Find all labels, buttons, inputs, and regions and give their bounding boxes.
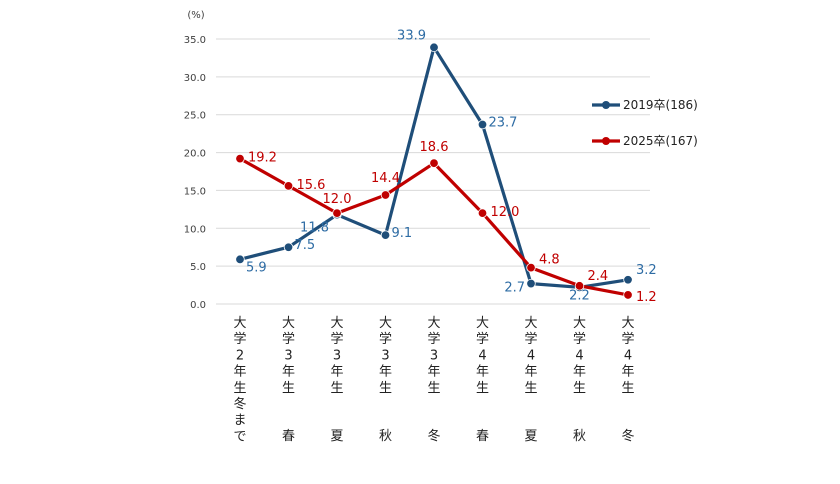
data-label: 11.8: [300, 221, 329, 236]
data-point: [623, 290, 633, 300]
x-tick-text: 大学 3 年生夏: [330, 316, 343, 444]
legend-label: 2019卒(186): [623, 98, 698, 112]
y-axis-unit-label: (%): [187, 10, 204, 21]
y-tick-label: 35.0: [184, 35, 206, 46]
data-label: 2.2: [569, 288, 590, 303]
data-point: [623, 275, 633, 285]
data-point: [283, 181, 294, 191]
x-tick-label: 大学 4 年生秋: [573, 316, 586, 444]
x-tick-text: 大学 3 年生春: [282, 316, 295, 444]
x-tick-label: 大学 4 年生春: [476, 316, 489, 444]
data-label: 2.4: [588, 269, 609, 284]
data-label: 7.5: [295, 238, 316, 253]
y-tick-label: 25.0: [184, 111, 206, 122]
data-label: 12.0: [491, 205, 520, 220]
data-point: [332, 208, 342, 218]
y-tick-label: 20.0: [184, 149, 206, 160]
series-layer: [235, 42, 633, 300]
grid-layer: [216, 38, 650, 305]
data-point: [235, 254, 245, 265]
legend: 2019卒(186) 2025卒(167): [592, 98, 698, 148]
legend-item: 2019卒(186): [592, 98, 698, 112]
legend-item: 2025卒(167): [592, 134, 698, 148]
x-tick-label: 大学 4 年生冬: [621, 316, 634, 444]
data-label: 12.0: [323, 192, 352, 207]
legend-label: 2025卒(167): [623, 134, 698, 148]
data-point: [477, 208, 488, 218]
x-tick-text: 大学 3 年生冬: [427, 316, 440, 444]
data-label: 3.2: [636, 263, 657, 278]
y-tick-label: 0.0: [190, 300, 206, 311]
data-point: [235, 153, 245, 164]
y-tick-label: 15.0: [184, 186, 206, 197]
x-tick-label: 大学 3 年生夏: [330, 316, 343, 444]
data-label: 18.6: [420, 140, 449, 155]
data-label: 33.9: [397, 28, 426, 43]
data-point: [526, 262, 536, 273]
x-tick-text: 大学 3 年生秋: [379, 316, 392, 444]
data-point: [429, 158, 439, 168]
y-tick-label: 30.0: [184, 73, 206, 84]
y-tick-label: 5.0: [190, 262, 206, 273]
data-point: [574, 281, 585, 291]
data-point: [380, 190, 391, 200]
x-tick-text: 大学 2 年生冬まで: [233, 316, 246, 444]
data-label: 23.7: [489, 116, 518, 131]
data-label: 5.9: [246, 260, 267, 275]
x-tick-text: 大学 4 年生夏: [524, 316, 537, 444]
data-label-layer: 5.97.511.8 9.133.923.72.72.23.219.215.612…: [246, 28, 657, 305]
data-point: [380, 230, 391, 240]
data-label: 2.7: [504, 281, 525, 296]
legend-swatch-marker: [602, 137, 610, 145]
data-point: [477, 119, 488, 130]
data-label: 1.2: [636, 290, 657, 305]
x-tick-text: 大学 4 年生秋: [573, 316, 586, 444]
x-tick-label: 大学 4 年生夏: [524, 316, 537, 444]
x-tick-label: 大学 2 年生冬まで: [233, 316, 246, 444]
data-label: 14.4: [371, 171, 400, 186]
data-label: 19.2: [248, 151, 277, 166]
x-tick-label: 大学 3 年生春: [282, 316, 295, 444]
axis-layer: (%) 0.0 5.0 10.0 15.0 20.0 25.0 30.0 35.0 大学 2 年生冬…: [184, 10, 635, 444]
x-tick-text: 大学 4 年生冬: [621, 316, 634, 444]
data-point: [526, 278, 536, 289]
data-label: 9.1: [392, 226, 413, 241]
data-point: [283, 242, 294, 252]
data-label: 4.8: [539, 253, 560, 268]
y-tick-label: 10.0: [184, 224, 206, 235]
x-tick-text: 大学 4 年生春: [476, 316, 489, 444]
legend-swatch-marker: [602, 101, 610, 109]
data-point: [429, 42, 439, 53]
x-tick-label: 大学 3 年生冬: [427, 316, 440, 444]
x-tick-label: 大学 3 年生秋: [379, 316, 392, 444]
data-label: 15.6: [297, 178, 326, 193]
